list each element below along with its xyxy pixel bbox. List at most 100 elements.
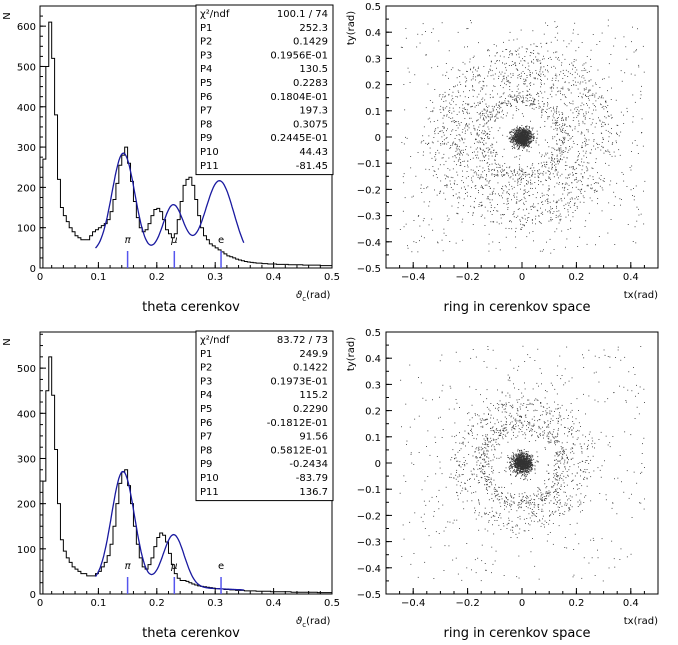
scatter-point <box>449 112 450 113</box>
scatter-point <box>517 139 519 141</box>
scatter-point <box>582 176 583 177</box>
scatter-point <box>547 211 549 213</box>
scatter-point <box>475 69 476 71</box>
scatter-point <box>512 53 513 55</box>
scatter-point <box>603 122 605 123</box>
stats-value: 136.7 <box>299 487 328 498</box>
scatter-point <box>447 141 449 143</box>
scatter-point <box>453 182 455 184</box>
scatter-point <box>429 147 431 149</box>
scatter-point <box>482 130 484 132</box>
scatter-point <box>481 141 483 143</box>
scatter-point <box>555 214 557 216</box>
stats-value: 0.1429 <box>293 37 328 48</box>
scatter-point <box>519 467 520 469</box>
scatter-point <box>499 96 501 98</box>
scatter-point <box>532 139 534 141</box>
scatter-point <box>538 103 540 105</box>
scatter-point <box>420 184 422 186</box>
x-tick-label: 0.4 <box>623 272 639 283</box>
scatter-point <box>517 215 519 217</box>
scatter-point <box>457 90 459 92</box>
scatter-point <box>513 464 515 465</box>
scatter-point <box>491 143 493 145</box>
scatter-point <box>507 75 509 77</box>
scatter-point <box>512 137 514 139</box>
scatter-point <box>624 72 626 74</box>
scatter-point <box>488 233 490 235</box>
scatter-point <box>521 133 522 135</box>
scatter-point <box>611 128 612 129</box>
scatter-point <box>446 137 448 138</box>
scatter-point <box>417 251 419 253</box>
scatter-point <box>456 114 458 115</box>
scatter-point <box>533 43 535 45</box>
scatter-point <box>521 137 522 139</box>
scatter-point <box>531 174 533 176</box>
scatter-point <box>524 468 526 470</box>
scatter-point <box>489 137 490 139</box>
scatter-point <box>493 188 495 190</box>
scatter-point <box>605 101 606 102</box>
scatter-point <box>564 130 566 131</box>
scatter-point <box>540 66 542 68</box>
scatter-point <box>472 175 474 177</box>
scatter-point <box>487 151 489 153</box>
scatter-point <box>549 87 551 89</box>
scatter-point <box>577 198 579 200</box>
scatter-point <box>478 140 480 142</box>
scatter-point <box>519 139 521 141</box>
scatter-point <box>538 163 540 165</box>
scatter-point <box>486 198 488 200</box>
scatter-point <box>598 117 599 119</box>
scatter-point <box>540 73 542 75</box>
scatter-point <box>461 180 463 182</box>
scatter-point <box>513 460 515 461</box>
scatter-point <box>493 210 494 211</box>
scatter-point <box>564 183 566 185</box>
scatter-point <box>527 458 529 460</box>
scatter-point <box>602 137 604 139</box>
x-tick-label: 0 <box>37 272 43 283</box>
scatter-point <box>509 457 511 459</box>
scatter-point <box>478 134 480 136</box>
scatter-point <box>582 93 584 95</box>
y-tick-label: 0 <box>30 264 36 275</box>
scatter-point <box>404 109 406 111</box>
scatter-point <box>570 201 571 202</box>
scatter-point <box>609 151 611 153</box>
scatter-point <box>518 459 519 461</box>
scatter-point <box>557 121 559 123</box>
scatter-point <box>572 187 573 189</box>
scatter-point <box>524 142 526 144</box>
scatter-point <box>507 207 509 208</box>
stats-box <box>195 330 334 502</box>
scatter-points <box>399 345 645 582</box>
stats-value: -83.79 <box>296 473 328 484</box>
scatter-point <box>618 135 620 137</box>
scatter-point <box>616 142 617 144</box>
scatter-point <box>511 129 513 131</box>
scatter-point <box>591 167 593 169</box>
stats-name: P1 <box>200 349 212 360</box>
scatter-point <box>561 62 563 64</box>
scatter-point <box>572 80 574 82</box>
scatter-point <box>552 208 553 209</box>
scatter-point <box>442 117 444 119</box>
scatter-point <box>621 199 622 200</box>
scatter-point <box>441 136 443 138</box>
scatter-point <box>556 228 558 230</box>
scatter-point <box>555 127 557 129</box>
scatter-point <box>482 167 484 169</box>
scatter-point <box>465 177 467 179</box>
scatter-point <box>489 114 491 115</box>
scatter-point <box>522 473 524 475</box>
scatter-point <box>577 188 579 190</box>
scatter-point <box>520 141 522 142</box>
scatter-point <box>479 147 481 149</box>
scatter-point <box>602 180 604 182</box>
scatter-point <box>524 456 525 458</box>
scatter-point <box>527 100 529 102</box>
scatter-point <box>451 112 453 114</box>
scatter-point <box>484 206 486 208</box>
